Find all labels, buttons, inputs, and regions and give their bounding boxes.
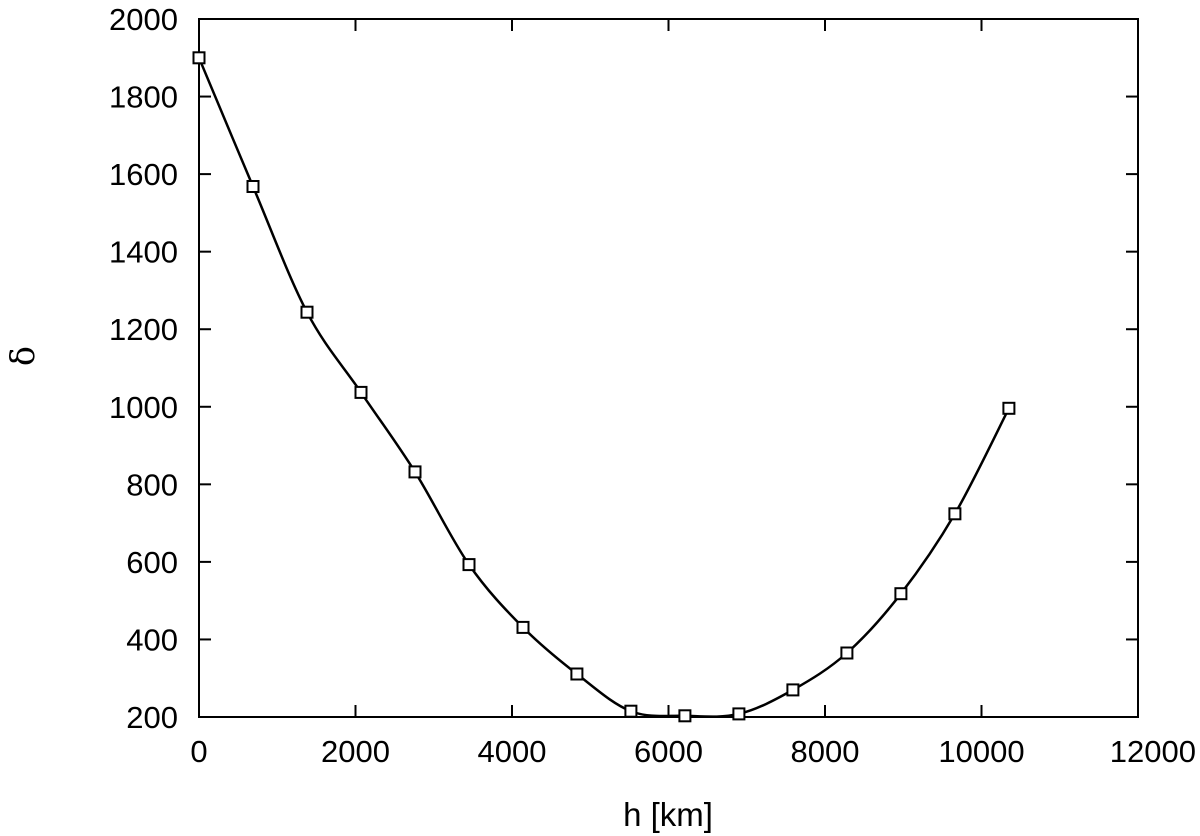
y-tick-label: 1200 bbox=[109, 312, 178, 347]
data-point-marker bbox=[570, 667, 584, 681]
data-point-marker bbox=[192, 51, 206, 65]
data-point-marker bbox=[624, 704, 638, 718]
x-tick-label: 4000 bbox=[478, 734, 547, 769]
data-point-marker bbox=[408, 465, 422, 479]
x-axis-title: h [km] bbox=[623, 796, 713, 833]
data-point-marker bbox=[1002, 401, 1016, 415]
y-tick-label: 800 bbox=[126, 467, 178, 502]
y-tick-label: 400 bbox=[126, 622, 178, 657]
x-tick-label: 6000 bbox=[634, 734, 703, 769]
y-tick-label: 200 bbox=[126, 700, 178, 735]
series-line bbox=[197, 57, 1011, 718]
data-point-marker bbox=[354, 385, 368, 399]
data-point-marker bbox=[516, 620, 530, 634]
x-axis: 0 2000 4000 6000 8000 10000 12000 bbox=[190, 19, 1196, 769]
y-tick-label: 600 bbox=[126, 545, 178, 580]
y-axis: 200 400 600 800 1000 1200 1400 1600 1800 2000 bbox=[109, 2, 1138, 735]
x-tick-label: 2000 bbox=[321, 734, 390, 769]
data-point-marker bbox=[462, 558, 476, 572]
x-tick-label: 0 bbox=[190, 734, 207, 769]
y-axis-title: δ bbox=[3, 346, 42, 366]
x-tick-label: 10000 bbox=[938, 734, 1024, 769]
data-point-marker bbox=[246, 180, 260, 193]
y-tick-label: 1000 bbox=[109, 390, 178, 425]
data-point-marker bbox=[786, 683, 800, 697]
data-point-marker bbox=[894, 587, 908, 601]
data-point-marker bbox=[840, 646, 854, 660]
y-tick-label: 1800 bbox=[109, 80, 178, 115]
series-markers bbox=[192, 51, 1016, 723]
y-tick-label: 1600 bbox=[109, 157, 178, 192]
x-tick-label: 8000 bbox=[791, 734, 860, 769]
data-point-marker bbox=[300, 305, 314, 319]
data-point-marker bbox=[732, 707, 746, 721]
x-tick-label: 12000 bbox=[1110, 734, 1196, 769]
data-point-marker bbox=[948, 507, 962, 521]
data-point-marker bbox=[678, 709, 692, 723]
y-tick-label: 1400 bbox=[109, 235, 178, 270]
y-tick-label: 2000 bbox=[109, 2, 178, 37]
plot-frame bbox=[198, 18, 1139, 718]
